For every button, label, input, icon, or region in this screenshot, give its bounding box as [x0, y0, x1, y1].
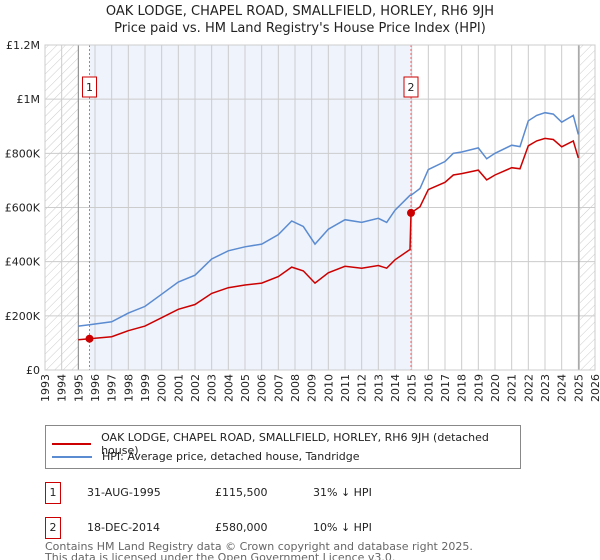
- sale-price: £115,500: [215, 486, 268, 499]
- legend-swatch-hpi: [52, 455, 92, 458]
- x-tick-label: 2016: [422, 374, 435, 402]
- chart-subtitle: Price paid vs. HM Land Registry's House …: [114, 21, 486, 36]
- sale-price: £580,000: [215, 521, 268, 534]
- sale-marker-box: [82, 76, 97, 98]
- property-price-line: [78, 137, 580, 341]
- y-tick-label: £400K: [5, 256, 41, 269]
- x-tick-label: 2002: [189, 374, 202, 402]
- x-tick-label: 2017: [439, 374, 452, 402]
- x-tick-label: 2018: [456, 374, 469, 402]
- footer-copyright: Contains HM Land Registry data © Crown c…: [45, 540, 473, 553]
- x-tick-label: 2003: [206, 374, 219, 402]
- x-tick-label: 2012: [356, 374, 369, 402]
- x-tick-label: 2005: [239, 374, 252, 402]
- x-tick-label: 2006: [256, 374, 269, 402]
- x-tick-label: 2026: [589, 374, 600, 402]
- x-tick-label: 1999: [139, 374, 152, 402]
- plot-frame: [44, 44, 596, 371]
- x-tick-label: 2001: [172, 374, 185, 402]
- y-tick-label: £1M: [17, 93, 41, 106]
- x-tick-label: 2009: [306, 374, 319, 402]
- sale-delta: 10% ↓ HPI: [313, 521, 372, 534]
- sale-delta: 31% ↓ HPI: [313, 486, 372, 499]
- x-tick-label: 1996: [89, 374, 102, 402]
- y-tick-label: £200K: [5, 310, 41, 323]
- legend-swatch-property: [52, 443, 92, 445]
- legend-label-hpi: HPI: Average price, detached house, Tand…: [102, 450, 360, 463]
- sale-date: 31-AUG-1995: [87, 486, 161, 499]
- sale-badge: 2: [45, 517, 61, 539]
- sale-point: [85, 334, 94, 343]
- sale-badge: 1: [45, 482, 61, 504]
- x-tick-label: 2007: [272, 374, 285, 402]
- x-tick-label: 2000: [156, 374, 169, 402]
- plot-area: 1993 1994 1995 1996 1997 1998 1999 2000 2001 2002…: [5, 39, 600, 402]
- chart-title: OAK LODGE, CHAPEL ROAD, SMALLFIELD, HORL…: [105, 4, 495, 19]
- x-tick-label: 2024: [556, 374, 569, 402]
- y-tick-label: £0: [26, 364, 40, 377]
- x-tick-label: 2022: [522, 374, 535, 402]
- x-tick-label: 2020: [489, 374, 502, 402]
- sale-point: [407, 208, 415, 217]
- hpi-line: [78, 111, 580, 327]
- x-tick-label: 1995: [72, 374, 85, 402]
- x-tick-label: 2013: [372, 374, 385, 402]
- legend-label-property: OAK LODGE, CHAPEL ROAD, SMALLFIELD, HORL…: [101, 431, 489, 457]
- x-tick-label: 2014: [389, 374, 402, 402]
- x-tick-label: 1997: [106, 374, 119, 402]
- x-tick-label: 1994: [56, 374, 69, 402]
- x-tick-label: 2010: [322, 374, 335, 402]
- x-tick-label: 2008: [289, 374, 302, 402]
- sale-marker-label: 2: [408, 81, 415, 94]
- sale-date: 18-DEC-2014: [87, 521, 161, 534]
- footer-licence: This data is licensed under the Open Gov…: [45, 551, 396, 560]
- x-tick-label: 2019: [472, 374, 485, 402]
- sale-marker-label: 1: [86, 81, 93, 94]
- x-tick-label: 2015: [406, 374, 419, 402]
- y-tick-label: £600K: [5, 202, 41, 215]
- x-tick-label: 2021: [506, 374, 519, 402]
- legend: OAK LODGE, CHAPEL ROAD, SMALLFIELD, HORL…: [45, 425, 521, 469]
- x-tick-label: 2023: [539, 374, 552, 402]
- x-tick-label: 1998: [122, 374, 135, 402]
- x-tick-label: 1993: [39, 374, 52, 402]
- x-tick-label: 2011: [339, 374, 352, 402]
- y-tick-label: £1.2M: [6, 39, 40, 52]
- y-tick-label: £800K: [5, 147, 41, 160]
- sale-marker-box: [403, 76, 419, 98]
- x-tick-label: 2025: [572, 374, 585, 402]
- x-tick-label: 2004: [222, 374, 235, 402]
